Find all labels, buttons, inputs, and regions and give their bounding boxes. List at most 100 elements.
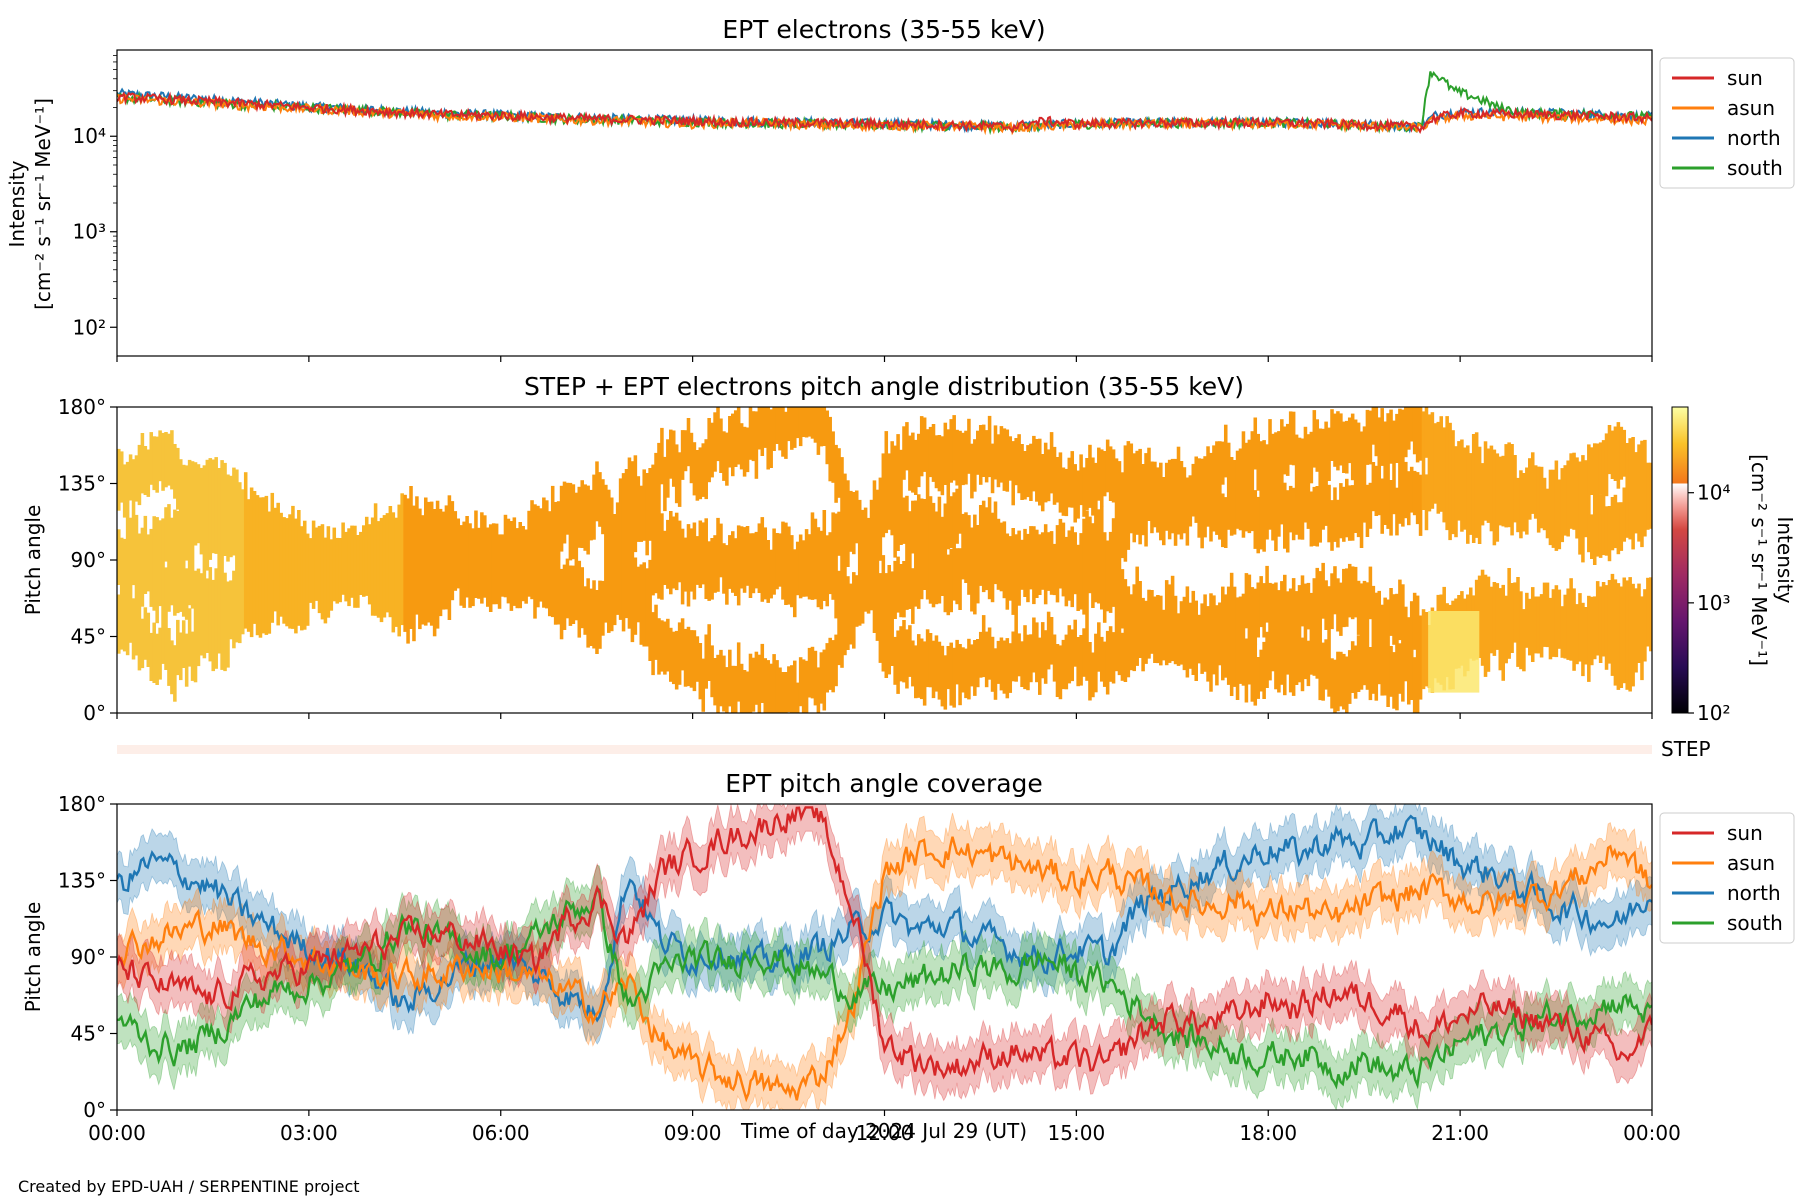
heatmap-cell: [1406, 617, 1411, 705]
heatmap-cell: [621, 473, 626, 632]
panel3-legend: sun asun north south: [1659, 812, 1795, 944]
heatmap-cell: [1539, 466, 1544, 529]
heatmap-cell: [367, 524, 372, 605]
heatmap-cell: [686, 626, 691, 687]
heatmap-cell: [1339, 582, 1343, 636]
heatmap-cell: [1404, 461, 1408, 519]
heatmap-cell: [934, 511, 939, 605]
heatmap-cell: [766, 660, 770, 713]
heatmap-cell: [1471, 434, 1476, 543]
heatmap-cell: [1091, 457, 1095, 516]
x-tick-label: 21:00: [1431, 1121, 1489, 1145]
heatmap-cell: [158, 627, 162, 680]
heatmap-cell: [1032, 435, 1036, 492]
heatmap-cell: [1324, 580, 1328, 630]
heatmap-cell: [781, 521, 785, 600]
heatmap-cell: [757, 407, 762, 450]
heatmap-cell: [1008, 536, 1013, 601]
heatmap-cell: [1545, 488, 1550, 539]
heatmap-cell: [474, 510, 478, 598]
heatmap-cell: [757, 654, 762, 713]
heatmap-cell: [223, 462, 227, 556]
heatmap-cell: [1619, 502, 1624, 551]
heatmap-cell: [677, 622, 682, 685]
heatmap-cell: [869, 499, 874, 611]
heatmap-cell: [908, 511, 912, 609]
panel2-heatmap: [117, 407, 1652, 713]
heatmap-cell: [370, 517, 375, 616]
heatmap-cell: [671, 516, 676, 589]
heatmap-cell: [536, 505, 540, 608]
heatmap-cell: [1613, 426, 1618, 481]
heatmap-cell: [787, 407, 791, 442]
heatmap-cell: [1150, 590, 1154, 654]
heatmap-cell: [1132, 453, 1137, 543]
heatmap-cell: [1566, 460, 1570, 537]
heatmap-cell: [680, 618, 685, 671]
heatmap-cell: [633, 455, 638, 553]
panel1-ylabel-line2: [cm⁻² s⁻¹ sr⁻¹ MeV⁻¹]: [31, 98, 55, 310]
heatmap-cell: [781, 672, 785, 713]
heatmap-cell: [769, 663, 773, 713]
heatmap-cell: [332, 527, 337, 602]
heatmap-cell: [1315, 567, 1320, 679]
heatmap-cell: [716, 407, 720, 462]
heatmap-cell: [973, 439, 977, 492]
heatmap-cell: [1055, 644, 1060, 697]
heatmap-cell: [1333, 659, 1337, 713]
heatmap-cell: [1020, 444, 1024, 500]
heatmap-cell: [1575, 604, 1579, 665]
heatmap-cell: [837, 570, 841, 666]
heatmap-cell: [775, 407, 779, 444]
heatmap-cell: [1097, 622, 1101, 672]
heatmap-cell: [916, 634, 921, 698]
heatmap-cell: [831, 431, 835, 483]
heatmap-cell: [1167, 584, 1172, 663]
heatmap-cell: [819, 652, 824, 704]
heatmap-cell: [1336, 578, 1340, 632]
heatmap-cell: [418, 508, 422, 630]
heatmap-cell: [1430, 412, 1435, 509]
heatmap-cell: [1176, 446, 1181, 535]
heatmap-cell: [1223, 497, 1228, 548]
heatmap-cell: [1519, 591, 1523, 670]
heatmap-cell: [193, 570, 198, 683]
heatmap-cell: [1581, 602, 1585, 677]
heatmap-cell: [229, 580, 233, 640]
heatmap-cell: [1067, 457, 1072, 508]
heatmap-cell: [320, 524, 325, 620]
heatmap-cell: [161, 432, 165, 491]
heatmap-cell: [630, 461, 635, 643]
heatmap-cell: [1291, 487, 1296, 541]
heatmap-cell: [1235, 597, 1240, 700]
heatmap-cell: [149, 432, 154, 485]
heatmap-cell: [1486, 576, 1491, 672]
heatmap-cell: [1542, 477, 1547, 531]
heatmap-cell: [1342, 421, 1346, 473]
heatmap-cell: [1070, 451, 1075, 508]
heatmap-cell: [344, 531, 348, 602]
heatmap-cell: [996, 518, 1001, 590]
heatmap-cell: [347, 528, 351, 607]
heatmap-cell: [1253, 643, 1258, 706]
heatmap-cell: [1159, 462, 1163, 541]
heatmap-cell: [1120, 569, 1125, 629]
heatmap-cell: [937, 641, 942, 700]
heatmap-cell: [1530, 452, 1535, 514]
heatmap-cell: [1498, 588, 1503, 671]
heatmap-cell: [131, 598, 136, 660]
heatmap-cell: [1023, 451, 1027, 500]
heatmap-cell: [669, 627, 673, 682]
heatmap-cell: [1350, 641, 1355, 693]
heatmap-cell: [1035, 529, 1039, 598]
heatmap-cell: [184, 633, 189, 687]
coverage-line-sun: [117, 806, 1652, 1080]
heatmap-cell: [1144, 600, 1148, 664]
heatmap-cell: [654, 452, 658, 594]
heatmap-cell: [875, 489, 880, 641]
heatmap-cell: [1029, 634, 1033, 683]
heatmap-cell: [1345, 568, 1349, 627]
heatmap-cell: [1206, 606, 1210, 682]
x-tick-label: 18:00: [1239, 1121, 1297, 1145]
